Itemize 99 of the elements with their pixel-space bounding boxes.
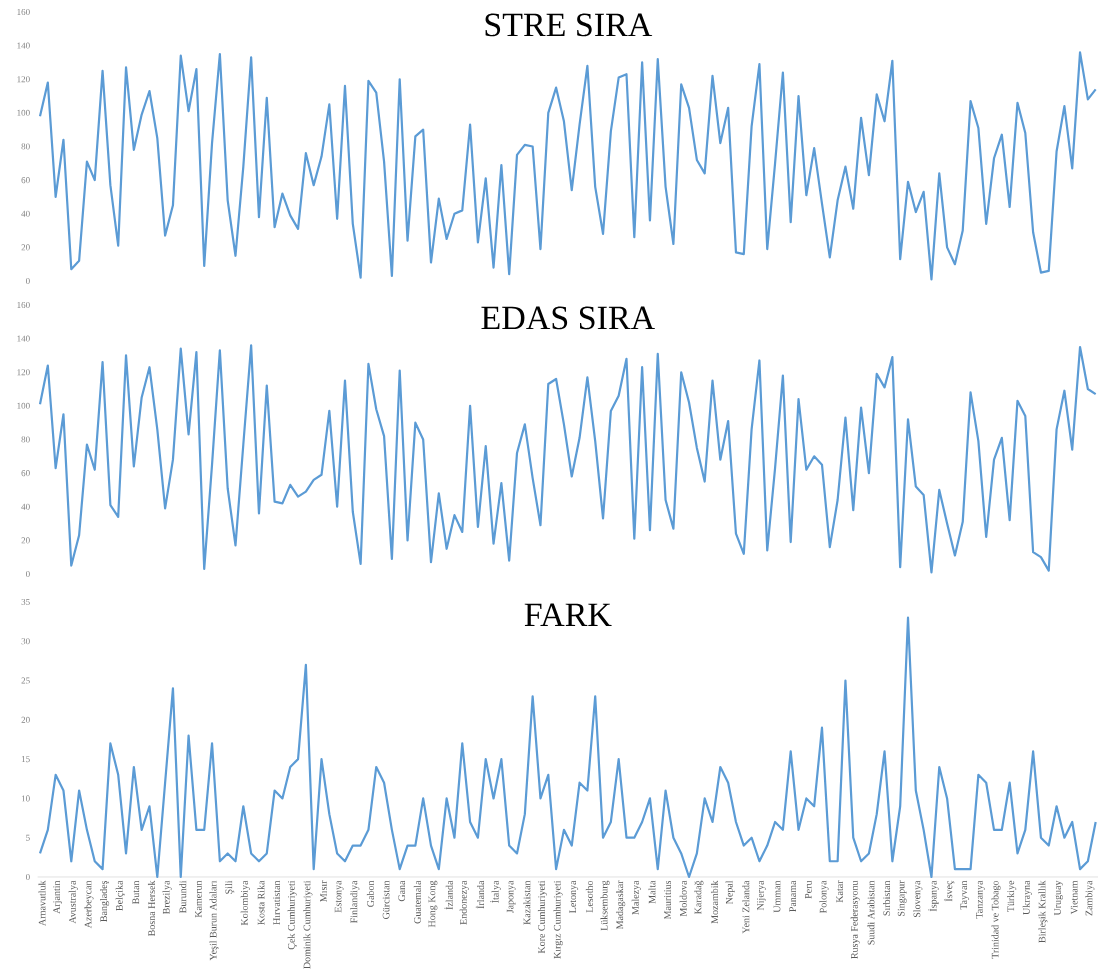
x-tick-label: Slovenya — [913, 880, 923, 918]
y-tick-label: 60 — [21, 177, 30, 184]
y-tick-label: 160 — [17, 8, 30, 16]
x-tick-label: Sırbistan — [883, 880, 891, 916]
x-tick-label: Peru — [805, 880, 812, 899]
x-tick-label: Butan — [132, 880, 140, 905]
x-tick-label: Kamerun — [195, 880, 202, 918]
y-tick-label: 100 — [17, 109, 30, 116]
y-tick-label: 0 — [25, 570, 30, 578]
x-tick-label: Uruguay — [1054, 880, 1063, 916]
x-tick-label: Polonya — [819, 880, 829, 914]
x-tick-label: Türkiye — [1007, 880, 1017, 912]
x-tick-label: Kore Cumhuriyeti — [537, 880, 548, 954]
x-tick-label: Hong Kong — [428, 880, 438, 928]
x-tick-label: İspanya — [928, 880, 939, 912]
y-tick-label: 160 — [17, 301, 30, 309]
x-tick-label: Nepal — [725, 880, 735, 905]
y-tick-label: 35 — [21, 598, 30, 606]
x-tick-label: Rusya Federasyonu — [850, 880, 860, 959]
x-tick-label: Nijerya — [757, 880, 766, 911]
x-tick-label: Birleşik Krallık — [1038, 880, 1048, 943]
x-tick-label: Umman — [773, 880, 781, 913]
y-tick-label: 30 — [21, 638, 30, 645]
y-tick-label: 40 — [21, 503, 30, 510]
x-tick-label: Kosta Rika — [257, 880, 265, 925]
y-tick-label: 120 — [17, 369, 30, 376]
x-tick-label: Guatemala — [413, 880, 421, 924]
x-tick-label: Arnavutluk — [38, 880, 46, 926]
y-tick-label: 140 — [17, 42, 30, 49]
x-tick-label: Bosna Hersek — [147, 880, 155, 937]
y-tick-label: 15 — [21, 756, 30, 763]
x-tick-label: Katar — [836, 880, 843, 903]
x-tick-label: Gürcistan — [382, 880, 390, 919]
y-tick-label: 20 — [21, 716, 30, 723]
x-tick-label: Kırgız Cumhuriyeti — [553, 880, 563, 959]
x-tick-label: Kolombiya — [240, 880, 250, 926]
x-tick-label: Malezya — [631, 880, 641, 915]
x-tick-label: Brezilya — [162, 880, 172, 915]
x-tick-label: Trinidad ve Tobago — [991, 880, 1001, 959]
y-tick-label: 20 — [21, 537, 30, 544]
x-tick-label: Çek Cumhuriyeti — [287, 880, 297, 950]
x-tick-label: Burundi — [179, 880, 187, 914]
x-tick-label: Moldova — [679, 880, 687, 917]
line-series — [38, 344, 1097, 574]
y-tick-label: 0 — [25, 277, 30, 285]
y-tick-label: 25 — [21, 677, 30, 684]
chart-title: FARK — [524, 603, 612, 626]
x-tick-label: Estonya — [334, 880, 344, 913]
x-tick-label: Japonya — [506, 880, 516, 914]
x-tick-label: Arjantin — [53, 880, 63, 914]
x-tick-label: Gana — [398, 880, 406, 902]
x-tick-label: Tanzanya — [976, 880, 985, 919]
x-tick-label: Hırvatistan — [273, 880, 280, 925]
x-tick-label: Endonezya — [459, 880, 469, 925]
x-tick-label: İrlanda — [475, 880, 485, 909]
x-tick-label: Gabon — [366, 880, 374, 907]
x-tick-label: Dominik Cumhuriyeti — [303, 880, 313, 969]
x-tick-label: Panama — [789, 880, 797, 912]
x-tick-label: Mauritius — [664, 880, 671, 920]
chart-title: EDAS SIRA — [481, 306, 655, 330]
x-tick-label: Şili — [225, 880, 235, 894]
y-tick-label: 5 — [26, 834, 30, 841]
x-tick-label: Letonya — [569, 880, 579, 913]
x-tick-label: Lesotho — [585, 880, 593, 913]
y-tick-label: 80 — [21, 436, 30, 443]
y-tick-label: 20 — [21, 244, 30, 251]
x-tick-label: Yeşil Burun Adaları — [209, 880, 219, 961]
x-tick-label: Zambiya — [1085, 880, 1095, 916]
x-tick-label: İtalya — [490, 880, 501, 903]
x-tick-label: Karadağ — [694, 880, 704, 915]
y-tick-label: 140 — [17, 335, 30, 342]
x-tick-label: Mozambik — [710, 880, 719, 924]
x-tick-label: Azerbeycan — [84, 880, 94, 929]
y-tick-label: 120 — [17, 76, 30, 83]
x-tick-label: Kazakistan — [523, 880, 531, 925]
x-tick-label: Madagaskar — [616, 880, 626, 930]
x-tick-label: Suudi Arabistan — [867, 880, 875, 945]
x-tick-label: Avustralya — [68, 880, 78, 924]
chart-title: STRE SIRA — [485, 13, 653, 37]
y-tick-label: 0 — [25, 873, 30, 881]
x-tick-label: Lüksemburg — [600, 880, 610, 931]
y-tick-label: 10 — [21, 795, 30, 802]
x-tick-label: Bangladeş — [100, 880, 110, 922]
line-series — [38, 51, 1097, 281]
x-tick-label: İzlanda — [444, 880, 453, 910]
y-tick-label: 40 — [21, 210, 30, 217]
y-tick-label: 80 — [21, 143, 30, 150]
x-tick-label: Ukrayna — [1022, 880, 1032, 915]
x-tick-label: Tayvan — [960, 880, 970, 910]
x-tick-label: Mısır — [320, 880, 327, 902]
y-tick-label: 60 — [21, 470, 30, 477]
x-tick-label: İsveç — [943, 880, 955, 902]
x-tick-label: Finlandiya — [350, 880, 360, 924]
x-tick-label: Belçika — [115, 880, 125, 911]
x-tick-label: Singapur — [897, 880, 907, 916]
y-tick-label: 100 — [17, 402, 30, 409]
x-tick-label: Malta — [648, 880, 656, 904]
x-tick-label: Yeni Zelanda — [742, 880, 750, 934]
x-tick-label: Vietnam — [1070, 880, 1078, 915]
